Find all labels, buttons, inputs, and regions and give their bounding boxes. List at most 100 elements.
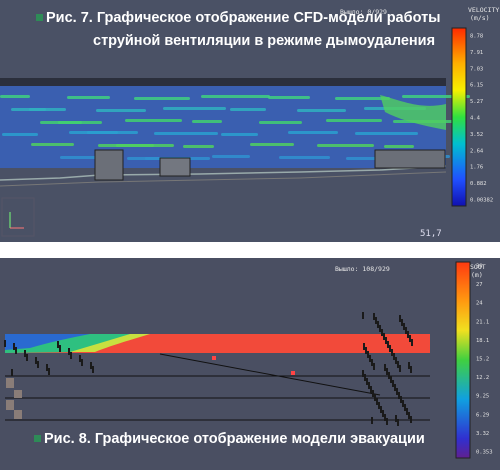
legend-tick-label: 15.2	[476, 357, 489, 363]
legend-title: VELOCITY	[468, 6, 499, 14]
person	[371, 417, 373, 424]
streak	[259, 121, 302, 124]
streak	[183, 145, 214, 148]
streak	[96, 109, 146, 112]
streak	[279, 156, 330, 159]
streak	[0, 95, 30, 98]
person	[404, 404, 406, 411]
person	[405, 327, 407, 334]
box	[6, 378, 14, 388]
person	[386, 368, 388, 375]
person	[377, 321, 379, 328]
person	[394, 384, 396, 391]
person	[370, 386, 372, 393]
ramp-line	[159, 353, 381, 396]
person	[362, 312, 364, 319]
legend-tick-label: 0.882	[470, 181, 487, 187]
streak	[11, 108, 46, 111]
person	[369, 355, 371, 362]
person	[395, 415, 397, 422]
streak	[31, 143, 74, 146]
streak	[134, 97, 190, 100]
structure	[159, 157, 191, 177]
box	[14, 410, 22, 419]
person	[386, 418, 388, 425]
legend-tick-label: 18.1	[476, 338, 489, 344]
legend-tick-label: 9.25	[476, 394, 489, 400]
person	[381, 329, 383, 336]
person	[37, 361, 39, 368]
person	[408, 412, 410, 419]
streak	[69, 131, 118, 134]
streak	[380, 95, 446, 130]
structure	[374, 149, 446, 169]
legend-tick-label: 2.64	[470, 148, 484, 154]
person	[373, 363, 375, 370]
legend-tick-label: 6.15	[470, 83, 483, 89]
person	[57, 341, 59, 348]
legend-tick-label: 24	[476, 301, 483, 307]
colorbar	[455, 261, 471, 459]
caption-line: Рис. 7. Графическое отображение CFD-моде…	[46, 10, 441, 26]
tunnel-floor	[0, 165, 447, 181]
streak	[192, 120, 222, 123]
counter: Вышло: 108/929	[335, 265, 390, 273]
tunnel-floor-2	[0, 171, 447, 187]
person	[398, 392, 400, 399]
streak	[40, 121, 82, 124]
streak	[288, 131, 338, 134]
person	[400, 396, 402, 403]
person	[378, 402, 380, 409]
smoke-plume	[70, 334, 150, 352]
streak	[125, 119, 182, 122]
person	[376, 398, 378, 405]
streak	[355, 132, 418, 135]
streak	[326, 119, 382, 122]
person	[397, 361, 399, 368]
person	[399, 365, 401, 372]
legend-tick-label: 7.91	[470, 50, 483, 56]
person	[393, 353, 395, 360]
person	[13, 343, 15, 350]
person	[90, 362, 92, 369]
box	[14, 390, 22, 398]
box	[6, 400, 14, 410]
person	[382, 410, 384, 417]
person	[15, 347, 17, 354]
person	[92, 366, 94, 373]
legend-unit: (m/s)	[470, 14, 490, 22]
person	[410, 366, 412, 373]
legend-tick-label: 6.29	[476, 412, 489, 418]
person	[390, 376, 392, 383]
person	[387, 341, 389, 348]
legend-ticks: 8.78 7.91 7.03 6.15 5.27 4.4 3.52 2.64 1.76 0.882…	[470, 34, 493, 204]
person	[379, 325, 381, 332]
person	[407, 331, 409, 338]
streak	[98, 144, 154, 147]
person	[364, 374, 366, 381]
people	[4, 312, 413, 426]
legend-tick-label: 0.00382	[470, 198, 493, 204]
legend-tick-label: 4.4	[470, 116, 481, 122]
panel-bottom	[0, 258, 500, 470]
person	[48, 368, 50, 375]
person	[46, 364, 48, 371]
streak	[67, 96, 110, 99]
person	[388, 372, 390, 379]
smoke-plume	[5, 334, 90, 350]
person	[59, 345, 61, 352]
person	[397, 419, 399, 426]
person	[11, 369, 13, 376]
legend-tick-label: 30	[476, 264, 483, 270]
person	[406, 408, 408, 415]
streak	[154, 132, 218, 135]
legend-tick-label: 3.52	[470, 132, 483, 138]
person	[380, 406, 382, 413]
person	[368, 382, 370, 389]
legend-tick-label: 8.78	[470, 34, 483, 40]
streak	[268, 96, 310, 99]
person	[410, 416, 412, 423]
legend-tick-label: 5.27	[470, 99, 483, 105]
person	[403, 323, 405, 330]
